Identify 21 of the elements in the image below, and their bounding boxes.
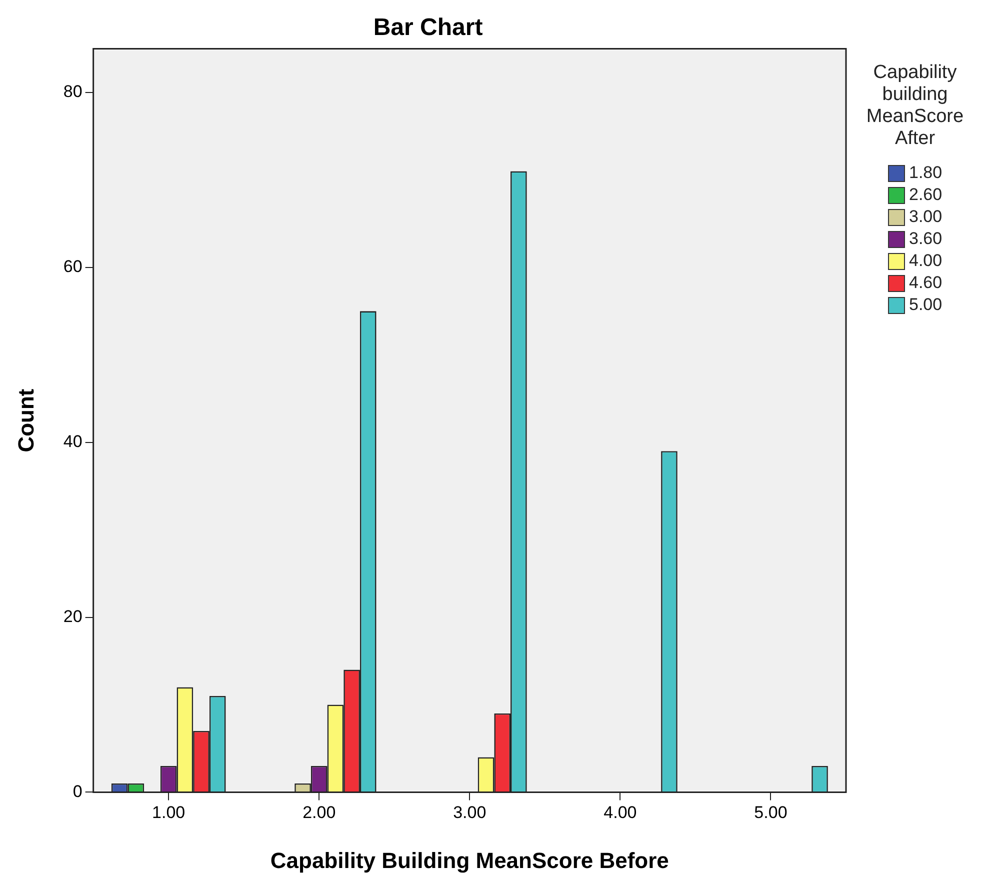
legend-title: Capability building MeanScore After <box>865 62 965 150</box>
y-tick-label: 40 <box>63 432 82 452</box>
x-tick-label: 4.00 <box>604 803 637 822</box>
legend-label: 1.80 <box>909 163 942 183</box>
x-tick-label: 2.00 <box>302 803 336 822</box>
y-tick-label: 60 <box>63 257 82 276</box>
legend-label: 5.00 <box>909 295 942 315</box>
y-tick-label: 20 <box>63 606 82 626</box>
chart-title: Bar Chart <box>373 14 483 42</box>
legend-label: 2.60 <box>909 185 942 205</box>
legend-label: 3.00 <box>909 207 942 227</box>
y-tick-label: 0 <box>72 782 82 801</box>
x-axis-title: Capability Building MeanScore Before <box>270 848 669 873</box>
legend-label: 4.00 <box>909 251 942 271</box>
y-axis-title: Count <box>13 388 38 452</box>
x-tick-label: 1.00 <box>152 803 186 822</box>
legend-label: 3.60 <box>909 229 942 249</box>
y-tick-label: 80 <box>63 82 82 102</box>
legend-label: 4.60 <box>909 273 942 293</box>
x-tick-label: 3.00 <box>453 803 486 822</box>
x-tick-label: 5.00 <box>754 803 788 822</box>
